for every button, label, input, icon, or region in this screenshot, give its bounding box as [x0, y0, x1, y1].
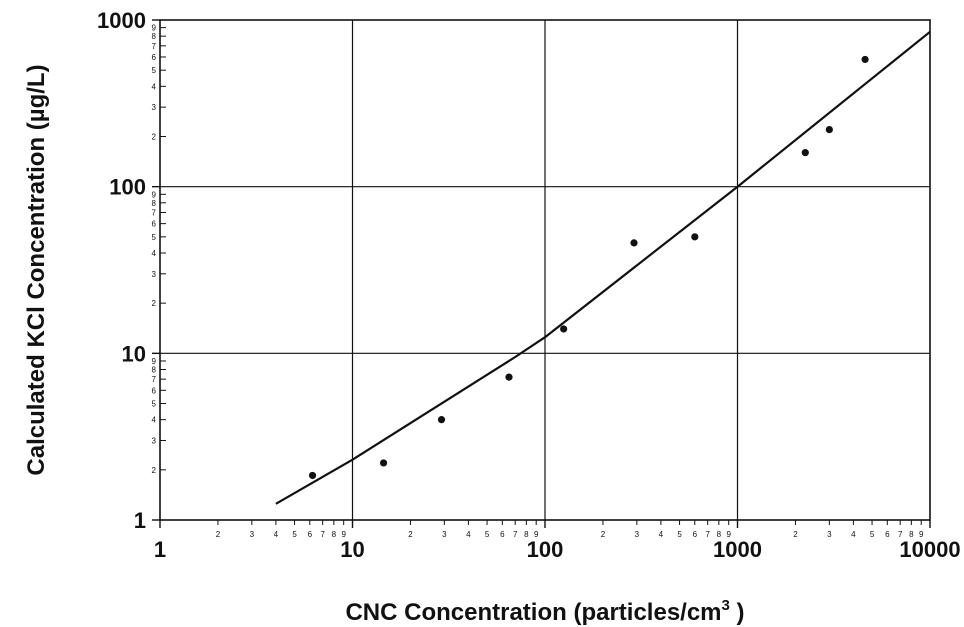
x-minor-tick-label: 5 [485, 530, 490, 539]
y-minor-tick-label: 8 [152, 32, 157, 41]
y-minor-tick-label: 3 [152, 270, 157, 279]
y-minor-tick-label: 5 [152, 400, 157, 409]
y-minor-tick-label: 5 [152, 233, 157, 242]
x-minor-tick-label: 9 [919, 530, 924, 539]
data-point [861, 55, 869, 64]
data-point [691, 233, 699, 241]
y-minor-tick-label: 3 [152, 436, 157, 445]
x-minor-tick-label: 4 [659, 530, 664, 539]
x-minor-tick-label: 2 [216, 530, 221, 539]
x-minor-tick-label: 6 [308, 530, 313, 539]
x-minor-tick-label: 7 [320, 530, 325, 539]
data-point [825, 125, 833, 134]
x-minor-tick-label: 9 [341, 530, 346, 539]
y-minor-tick-label: 5 [152, 66, 157, 75]
fit-line [275, 30, 931, 505]
x-minor-tick-label: 7 [705, 530, 710, 539]
x-minor-tick-label: 5 [870, 530, 875, 539]
y-tick-label: 1 [134, 508, 146, 533]
x-minor-tick-label: 2 [408, 530, 413, 539]
x-minor-tick-label: 3 [250, 530, 255, 539]
grid-layer [159, 19, 931, 521]
y-minor-tick-label: 7 [152, 208, 157, 217]
x-tick-label: 100 [527, 537, 564, 562]
y-minor-tick-label: 9 [152, 357, 157, 366]
x-tick-label: 10 [340, 537, 364, 562]
x-minor-tick-label: 3 [635, 530, 640, 539]
y-minor-tick-label: 2 [152, 132, 157, 141]
x-minor-tick-label: 7 [513, 530, 518, 539]
x-minor-tick-label: 2 [601, 530, 606, 539]
y-minor-tick-label: 7 [152, 42, 157, 51]
y-minor-tick-label: 9 [152, 24, 157, 33]
data-point [505, 373, 513, 381]
x-tick-label: 10000 [899, 537, 960, 562]
y-minor-tick-label: 7 [152, 375, 157, 384]
data-point [801, 149, 809, 157]
data-point [630, 239, 638, 247]
x-minor-tick-label: 8 [717, 530, 722, 539]
data-point [379, 459, 388, 467]
y-minor-tick-label: 6 [152, 220, 157, 229]
x-minor-tick-label: 2 [793, 530, 798, 539]
y-minor-tick-label: 9 [152, 190, 157, 199]
x-minor-tick-label: 6 [885, 530, 890, 539]
data-point [437, 416, 446, 424]
x-minor-tick-label: 5 [292, 530, 297, 539]
y-minor-tick-label: 3 [152, 103, 157, 112]
x-minor-tick-label: 6 [500, 530, 505, 539]
x-minor-tick-label: 3 [827, 530, 832, 539]
x-minor-tick-label: 4 [851, 530, 856, 539]
y-axis-title: Calculated KCl Concentration (µg/L) [23, 64, 50, 475]
y-minor-tick-label: 8 [152, 199, 157, 208]
x-minor-tick-label: 6 [693, 530, 698, 539]
x-minor-tick-label: 3 [442, 530, 447, 539]
y-minor-tick-label: 2 [152, 299, 157, 308]
x-tick-label: 1000 [713, 537, 762, 562]
x-minor-tick-label: 8 [909, 530, 914, 539]
x-axis-title: CNC Concentration (particles/cm3 ) [345, 597, 744, 626]
x-minor-tick-label: 9 [726, 530, 731, 539]
y-minor-tick-label: 4 [152, 249, 157, 258]
x-minor-tick-label: 7 [898, 530, 903, 539]
x-minor-tick-label: 8 [524, 530, 529, 539]
x-tick-label: 1 [154, 537, 166, 562]
y-minor-tick-label: 4 [152, 82, 157, 91]
x-minor-tick-label: 5 [677, 530, 682, 539]
y-tick-label: 1000 [97, 8, 146, 33]
y-minor-tick-label: 6 [152, 386, 157, 395]
data-point [560, 325, 568, 333]
x-minor-tick-label: 9 [534, 530, 539, 539]
y-tick-label: 10 [122, 341, 146, 366]
x-minor-tick-label: 4 [274, 530, 279, 539]
y-minor-tick-label: 4 [152, 416, 157, 425]
tick-layer [152, 19, 931, 528]
y-minor-tick-label: 2 [152, 466, 157, 475]
y-minor-tick-label: 8 [152, 365, 157, 374]
data-point [308, 471, 317, 480]
x-minor-tick-label: 8 [332, 530, 337, 539]
y-minor-tick-label: 6 [152, 53, 157, 62]
y-tick-label: 100 [109, 175, 146, 200]
x-minor-tick-label: 4 [466, 530, 471, 539]
series-layer [275, 30, 931, 505]
